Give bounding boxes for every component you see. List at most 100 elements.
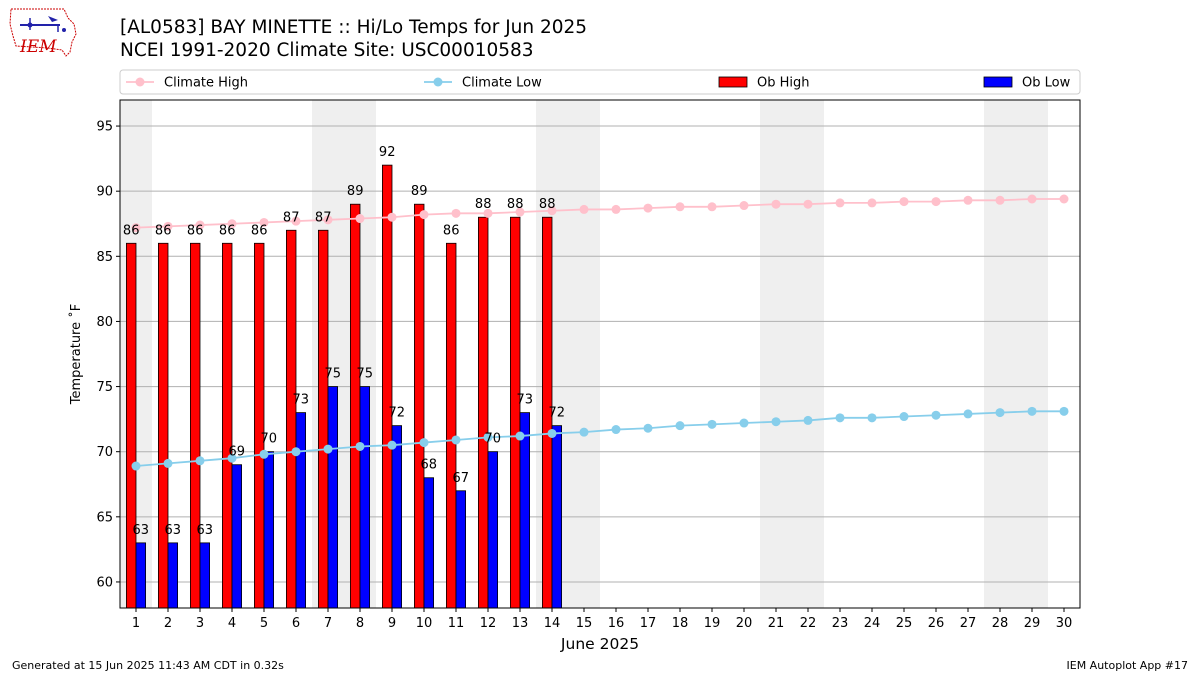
climate-high-point-day-13 — [515, 207, 525, 217]
climate-low-point-day-27 — [963, 409, 973, 419]
ob-high-label-day-5: 86 — [251, 223, 268, 238]
ob-low-label-day-11: 67 — [453, 471, 470, 486]
legend-ob-high-swatch — [718, 76, 748, 88]
climate-low-point-day-17 — [643, 423, 653, 433]
ob-high-bar-day-3 — [189, 242, 201, 608]
climate-low-point-day-24 — [867, 413, 877, 423]
climate-low-point-day-7 — [323, 444, 333, 454]
xtick-label-20: 20 — [736, 616, 753, 631]
climate-low-point-day-23 — [835, 413, 845, 423]
climate-high-point-day-1 — [131, 223, 141, 233]
xtick-label-13: 13 — [512, 616, 529, 631]
chart-title-line1: [AL0583] BAY MINETTE :: Hi/Lo Temps for … — [120, 17, 588, 38]
climate-high-point-day-4 — [227, 219, 237, 229]
ob-low-label-day-1: 63 — [133, 523, 150, 538]
climate-high-point-day-2 — [163, 221, 173, 231]
ob-high-bar-day-1 — [126, 242, 137, 608]
legend-climate-low-marker — [433, 77, 443, 87]
climate-low-point-day-26 — [931, 410, 941, 420]
ob-low-bar-day-4 — [231, 464, 243, 608]
climate-low-point-day-10 — [419, 438, 429, 448]
xtick-label-3: 3 — [196, 616, 204, 631]
xtick-label-8: 8 — [356, 616, 364, 631]
xtick-label-25: 25 — [896, 616, 913, 631]
ob-low-label-day-9: 72 — [389, 406, 406, 421]
ytick-label-85: 85 — [96, 250, 113, 265]
climate-high-line — [135, 198, 1064, 229]
climate-low-point-day-20 — [739, 418, 749, 428]
xtick-label-17: 17 — [640, 616, 657, 631]
climate-low-point-day-9 — [387, 440, 397, 450]
ob-high-label-day-6: 87 — [283, 210, 300, 225]
climate-low-point-day-6 — [291, 447, 301, 457]
climate-low-point-day-18 — [675, 421, 685, 431]
app-label: IEM Autoplot App #17 — [1066, 659, 1189, 672]
climate-low-point-day-21 — [771, 417, 781, 427]
climate-high-point-day-7 — [323, 215, 333, 225]
ytick-label-65: 65 — [96, 510, 113, 525]
xtick-label-30: 30 — [1056, 616, 1073, 631]
climate-high-point-day-5 — [259, 217, 269, 227]
ob-low-bar-day-12 — [487, 451, 499, 608]
ob-high-bar-day-13 — [509, 216, 521, 608]
ob-low-label-day-14: 72 — [549, 406, 566, 421]
weekend-band-4 — [760, 100, 824, 608]
legend-ob-low-text: Ob Low — [1022, 76, 1071, 91]
iem-logo: IEM — [9, 8, 77, 57]
xtick-label-29: 29 — [1024, 616, 1041, 631]
climate-low-point-day-25 — [899, 412, 909, 422]
weekend-band-5 — [984, 100, 1048, 608]
xtick-label-23: 23 — [832, 616, 849, 631]
climate-high-point-day-14 — [547, 206, 557, 216]
ytick-label-95: 95 — [96, 120, 113, 135]
climate-low-point-day-16 — [611, 425, 621, 435]
logo-text: IEM — [19, 37, 57, 57]
ob-low-bar-day-1 — [135, 542, 147, 608]
climate-high-point-day-19 — [707, 202, 717, 212]
climate-low-point-day-11 — [451, 435, 461, 445]
ob-low-bar-day-7 — [327, 386, 339, 608]
xtick-label-7: 7 — [324, 616, 332, 631]
climate-high-point-day-3 — [195, 220, 205, 230]
xtick-label-10: 10 — [416, 616, 433, 631]
ob-high-bar-day-6 — [285, 229, 297, 608]
ob-low-label-day-13: 73 — [517, 393, 534, 408]
ob-low-label-day-7: 75 — [325, 367, 342, 382]
ob-high-label-day-10: 89 — [411, 184, 428, 199]
climate-low-point-day-3 — [195, 456, 205, 466]
climate-high-point-day-16 — [611, 204, 621, 214]
ob-high-label-day-9: 92 — [379, 145, 396, 160]
climate-high-point-day-6 — [291, 216, 301, 226]
ytick-label-80: 80 — [96, 315, 113, 330]
xtick-label-27: 27 — [960, 616, 977, 631]
ob-low-bar-day-10 — [423, 477, 435, 608]
xtick-label-9: 9 — [388, 616, 396, 631]
chart-title-line2: NCEI 1991-2020 Climate Site: USC00010583 — [120, 40, 534, 61]
ob-high-bar-day-2 — [157, 242, 169, 608]
legend: Climate High Climate Low Ob High Ob Low — [119, 69, 1081, 95]
ob-high-bar-day-11 — [445, 242, 457, 608]
ob-low-label-day-2: 63 — [165, 523, 182, 538]
xtick-label-15: 15 — [576, 616, 593, 631]
climate-high-point-day-18 — [675, 202, 685, 212]
climate-high-point-day-29 — [1027, 194, 1037, 204]
ob-low-bar-day-11 — [455, 490, 467, 608]
legend-box — [119, 69, 1081, 95]
legend-climate-high-marker — [135, 77, 145, 87]
ob-low-bar-day-9 — [391, 425, 403, 608]
ob-low-label-day-4: 69 — [229, 445, 246, 460]
ytick-label-60: 60 — [96, 575, 113, 590]
ob-high-bar-day-9 — [381, 164, 393, 608]
plot-frame — [119, 99, 1081, 609]
xtick-label-22: 22 — [800, 616, 817, 631]
climate-high-point-day-26 — [931, 197, 941, 207]
ytick-label-90: 90 — [96, 185, 113, 200]
xtick-label-6: 6 — [292, 616, 300, 631]
ob-high-label-day-7: 87 — [315, 210, 332, 225]
ob-high-bar-day-14 — [542, 216, 553, 608]
climate-high-point-day-25 — [899, 197, 909, 207]
ob-high-bar-day-4 — [221, 242, 233, 608]
climate-high-point-day-17 — [643, 203, 653, 213]
climate-low-point-day-15 — [579, 427, 589, 437]
